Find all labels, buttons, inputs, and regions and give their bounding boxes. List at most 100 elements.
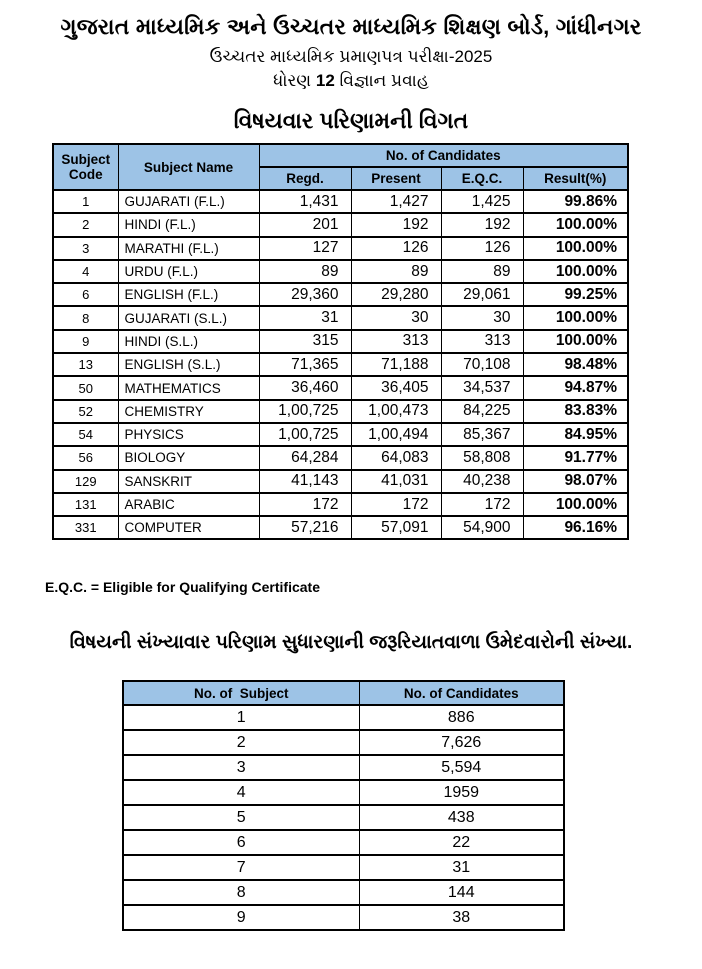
present-cell: 313 — [350, 328, 442, 355]
present-cell: 172 — [350, 491, 442, 518]
subject-name-cell: GUJARATI (S.L.) — [117, 305, 260, 331]
eqc-cell: 126 — [440, 235, 524, 261]
subject-count-cell: 1 — [122, 704, 360, 731]
table-row: 2 7,626 — [122, 729, 565, 756]
candidate-count-cell: 144 — [358, 879, 565, 906]
present-cell: 71,188 — [350, 352, 442, 378]
table-row: 3 MARATHI (F.L.) 127 126 126 100.00% — [52, 235, 629, 261]
results-table-body: 1 GUJARATI (F.L.) 1,431 1,427 1,425 99.86% 2 HI… — [52, 188, 629, 541]
present-cell: 89 — [350, 258, 442, 285]
present-cell: 1,427 — [350, 188, 442, 215]
subject-name-cell: COMPUTER — [117, 515, 260, 541]
table-row: 4 URDU (F.L.) 89 89 89 100.00% — [52, 258, 629, 285]
eqc-cell: 313 — [440, 328, 524, 355]
candidate-count-cell: 1959 — [358, 779, 565, 806]
eqc-header: E.Q.C. — [440, 166, 524, 191]
regd-cell: 41,143 — [258, 468, 352, 494]
subject-count-cell: 4 — [122, 779, 360, 806]
subject-name-header: Subject Name — [117, 143, 260, 191]
improvement-section-title: વિષયની સંખ્યાવાર પરિણામ સુધારણાની જરૂરિય… — [69, 632, 633, 653]
eqc-cell: 54,900 — [440, 515, 524, 541]
eqc-legend-note: E.Q.C. = Eligible for Qualifying Certifi… — [45, 579, 320, 595]
table-row: 2 HINDI (F.L.) 201 192 192 100.00% — [52, 212, 629, 238]
subject-name-cell: CHEMISTRY — [117, 398, 260, 424]
subject-code-cell: 54 — [52, 421, 119, 448]
eqc-cell: 1,425 — [440, 188, 524, 215]
improvement-table-header: No. of Subject No. of Candidates — [122, 680, 565, 706]
present-cell: 41,031 — [350, 468, 442, 494]
regd-cell: 36,460 — [258, 375, 352, 401]
result-cell: 84.95% — [522, 421, 629, 448]
subject-code-cell: 52 — [52, 398, 119, 424]
result-cell: 100.00% — [522, 212, 629, 238]
subject-count-cell: 2 — [122, 729, 360, 756]
subject-name-cell: MATHEMATICS — [117, 375, 260, 401]
table-row: 7 31 — [122, 854, 565, 881]
table-row: 331 COMPUTER 57,216 57,091 54,900 96.16% — [52, 515, 629, 541]
eqc-cell: 40,238 — [440, 468, 524, 494]
improvement-counts-table: No. of Subject No. of Candidates 1 886 2 7,… — [122, 680, 565, 931]
regd-cell: 1,00,725 — [258, 398, 352, 424]
subject-count-cell: 5 — [122, 804, 360, 831]
table-row: 9 HINDI (S.L.) 315 313 313 100.00% — [52, 328, 629, 355]
subject-name-cell: BIOLOGY — [117, 445, 260, 471]
eqc-cell: 34,537 — [440, 375, 524, 401]
subject-name-cell: HINDI (S.L.) — [117, 328, 260, 355]
standard-prefix: ધોરણ — [273, 71, 316, 90]
present-cell: 192 — [350, 212, 442, 238]
result-cell: 96.16% — [522, 515, 629, 541]
regd-cell: 315 — [258, 328, 352, 355]
subject-count-cell: 3 — [122, 754, 360, 781]
eqc-cell: 29,061 — [440, 282, 524, 308]
subject-code-cell: 129 — [52, 468, 119, 494]
result-cell: 98.07% — [522, 468, 629, 494]
regd-cell: 31 — [258, 305, 352, 331]
table-row: 8 144 — [122, 879, 565, 906]
candidate-count-header: No. of Candidates — [358, 680, 565, 706]
result-cell: 94.87% — [522, 375, 629, 401]
subject-code-cell: 6 — [52, 282, 119, 308]
result-cell: 83.83% — [522, 398, 629, 424]
subject-count-header: No. of Subject — [122, 680, 360, 706]
result-cell: 98.48% — [522, 352, 629, 378]
present-cell: 29,280 — [350, 282, 442, 308]
candidate-count-cell: 38 — [358, 904, 565, 931]
subject-code-cell: 3 — [52, 235, 119, 261]
result-header: Result(%) — [522, 166, 629, 191]
present-header: Present — [350, 166, 442, 191]
subject-code-cell: 8 — [52, 305, 119, 331]
result-cell: 91.77% — [522, 445, 629, 471]
table-row: 8 GUJARATI (S.L.) 31 30 30 100.00% — [52, 305, 629, 331]
results-section-title: વિષયવાર પરિણામની વિગત — [233, 108, 469, 133]
table-row: 9 38 — [122, 904, 565, 931]
eqc-cell: 85,367 — [440, 421, 524, 448]
candidate-count-cell: 22 — [358, 829, 565, 856]
regd-cell: 89 — [258, 258, 352, 285]
eqc-cell: 70,108 — [440, 352, 524, 378]
regd-cell: 57,216 — [258, 515, 352, 541]
stream-suffix: વિજ્ઞાન પ્રવાહ — [334, 71, 429, 90]
subject-code-cell: 331 — [52, 515, 119, 541]
present-cell: 1,00,494 — [350, 421, 442, 448]
regd-cell: 64,284 — [258, 445, 352, 471]
candidate-count-cell: 7,626 — [358, 729, 565, 756]
subject-name-cell: SANSKRIT — [117, 468, 260, 494]
table-row: 6 22 — [122, 829, 565, 856]
subject-code-cell: 56 — [52, 445, 119, 471]
exam-title: ઉચ્ચતર માધ્યમિક પ્રમાણપત્ર પરીક્ષા-2025 — [209, 47, 493, 66]
subject-name-cell: ARABIC — [117, 491, 260, 518]
result-cell: 100.00% — [522, 491, 629, 518]
subject-count-cell: 7 — [122, 854, 360, 881]
result-cell: 100.00% — [522, 258, 629, 285]
table-row: 1 GUJARATI (F.L.) 1,431 1,427 1,425 99.86% — [52, 188, 629, 215]
regd-cell: 172 — [258, 491, 352, 518]
table-row: 50 MATHEMATICS 36,460 36,405 34,537 94.87% — [52, 375, 629, 401]
result-cell: 100.00% — [522, 235, 629, 261]
subject-code-cell: 9 — [52, 328, 119, 355]
table-row: 129 SANSKRIT 41,143 41,031 40,238 98.07% — [52, 468, 629, 494]
improvement-table-body: 1 886 2 7,626 3 5,594 4 1959 5 438 6 22 7 31 8 144 9 38 — [122, 704, 565, 931]
regd-header: Regd. — [258, 166, 352, 191]
present-cell: 30 — [350, 305, 442, 331]
present-cell: 126 — [350, 235, 442, 261]
